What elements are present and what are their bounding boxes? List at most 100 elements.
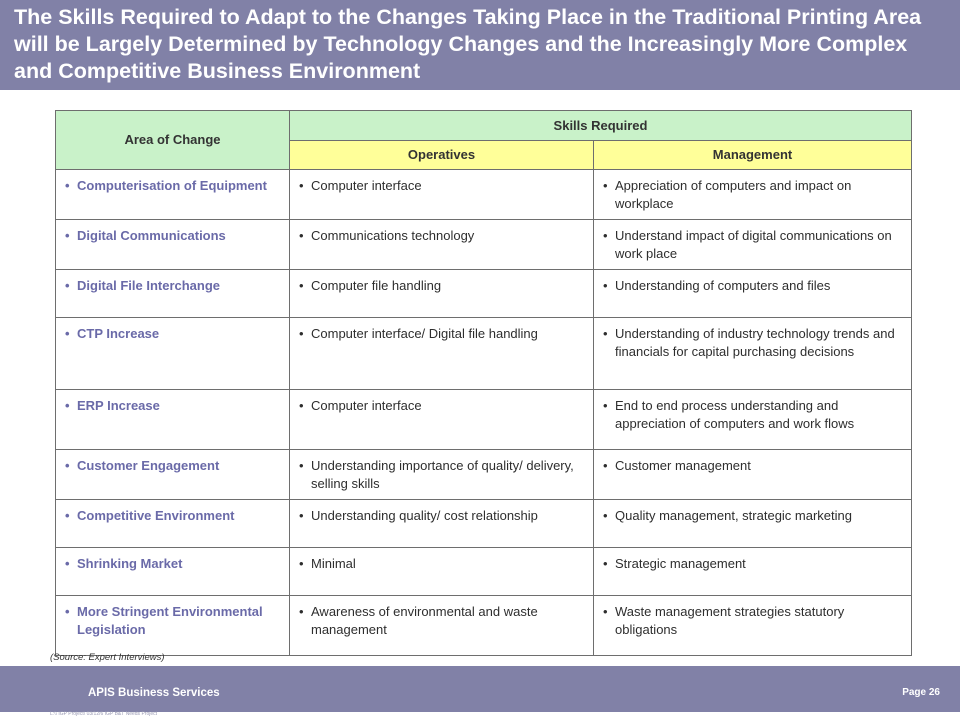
operatives-cell: • Understanding importance of quality/ de… xyxy=(289,449,594,500)
management-cell: • Appreciation of computers and impact on… xyxy=(592,169,913,220)
operatives-cell: • Communications technology xyxy=(289,219,594,270)
management-text: Appreciation of computers and impact on … xyxy=(615,178,852,211)
area-cell: • Digital Communications xyxy=(55,219,290,270)
area-text: Competitive Environment xyxy=(77,508,235,523)
table-row: • Computerisation of Equipment • Computer i… xyxy=(55,169,913,220)
operatives-text: Minimal xyxy=(311,556,356,571)
management-text: Understand impact of digital communicati… xyxy=(615,228,892,261)
bullet-icon: • xyxy=(603,556,608,571)
bullet-icon: • xyxy=(603,278,608,293)
area-cell: • ERP Increase xyxy=(55,389,290,450)
bullet-icon: • xyxy=(603,398,608,413)
area-text: More Stringent Environmental Legislation xyxy=(77,604,263,637)
operatives-cell: • Computer interface xyxy=(289,169,594,220)
footer-brand: APIS Business Services xyxy=(88,687,220,699)
management-cell: • Strategic management xyxy=(592,547,913,596)
area-cell: • Digital File Interchange xyxy=(55,269,290,318)
operatives-text: Understanding importance of quality/ del… xyxy=(311,458,574,491)
table-row: • Customer Engagement • Understanding impor… xyxy=(55,449,913,500)
table-row: • ERP Increase • Computer interface • End to … xyxy=(55,389,913,450)
management-text: Strategic management xyxy=(615,556,746,571)
bullet-icon: • xyxy=(603,458,608,473)
title-bar xyxy=(0,0,960,90)
operatives-text: Computer interface xyxy=(311,398,422,413)
bullet-icon: • xyxy=(65,604,70,619)
management-text: Understanding of industry technology tre… xyxy=(615,326,895,359)
bullet-icon: • xyxy=(299,326,304,341)
footer-bar xyxy=(0,666,960,712)
header-operatives: Operatives xyxy=(289,139,594,170)
operatives-cell: • Computer interface xyxy=(289,389,594,450)
area-cell: • More Stringent Environmental Legislatio… xyxy=(55,595,290,656)
area-cell: • Competitive Environment xyxy=(55,499,290,548)
bullet-icon: • xyxy=(603,326,608,341)
area-text: Digital File Interchange xyxy=(77,278,221,293)
management-cell: • Waste management strategies statutory o… xyxy=(592,595,913,656)
area-text: CTP Increase xyxy=(77,326,160,341)
area-text: Digital Communications xyxy=(77,228,226,243)
bullet-icon: • xyxy=(603,228,608,243)
bullet-icon: • xyxy=(603,508,608,523)
skills-table-container: Area of Change Skills Required Operative… xyxy=(55,110,913,656)
operatives-text: Understanding quality/ cost relationship xyxy=(311,508,538,523)
management-text: Waste management strategies statutory ob… xyxy=(615,604,845,637)
operatives-cell: • Awareness of environmental and waste ma… xyxy=(289,595,594,656)
bullet-icon: • xyxy=(65,278,70,293)
table-row: • Digital Communications • Communications t… xyxy=(55,219,913,270)
management-cell: • Understanding of industry technology tr… xyxy=(592,317,913,390)
table-body: • Computerisation of Equipment • Computer i… xyxy=(55,169,913,656)
area-cell: • Computerisation of Equipment xyxy=(55,169,290,220)
operatives-cell: • Minimal xyxy=(289,547,594,596)
area-cell: • Shrinking Market xyxy=(55,547,290,596)
management-cell: • End to end process understanding and ap… xyxy=(592,389,913,450)
operatives-text: Communications technology xyxy=(311,228,475,243)
table-row: • CTP Increase • Computer interface/ Digita… xyxy=(55,317,913,390)
area-cell: • Customer Engagement xyxy=(55,449,290,500)
management-cell: • Customer management xyxy=(592,449,913,500)
bullet-icon: • xyxy=(65,398,70,413)
management-cell: • Understand impact of digital communicat… xyxy=(592,219,913,270)
operatives-text: Awareness of environmental and waste man… xyxy=(311,604,538,637)
page-title: The Skills Required to Adapt to the Chan… xyxy=(14,5,922,83)
bullet-icon: • xyxy=(299,178,304,193)
bullet-icon: • xyxy=(299,508,304,523)
bullet-icon: • xyxy=(299,228,304,243)
management-cell: • Quality management, strategic marketing xyxy=(592,499,913,548)
bullet-icon: • xyxy=(299,556,304,571)
operatives-cell: • Computer interface/ Digital file handli… xyxy=(289,317,594,390)
bullet-icon: • xyxy=(299,278,304,293)
table-row: • Competitive Environment • Understanding q… xyxy=(55,499,913,548)
table-row: • Digital File Interchange • Computer file … xyxy=(55,269,913,318)
bullet-icon: • xyxy=(299,398,304,413)
operatives-text: Computer interface/ Digital file handlin… xyxy=(311,326,538,341)
area-text: Computerisation of Equipment xyxy=(77,178,267,193)
area-cell: • CTP Increase xyxy=(55,317,290,390)
management-text: Quality management, strategic marketing xyxy=(615,508,852,523)
bullet-icon: • xyxy=(603,178,608,193)
management-text: End to end process understanding and app… xyxy=(615,398,855,431)
management-cell: • Understanding of computers and files xyxy=(592,269,913,318)
table-row: • More Stringent Environmental Legislatio… xyxy=(55,595,913,656)
management-text: Understanding of computers and files xyxy=(615,278,831,293)
header-management: Management xyxy=(592,139,913,170)
area-text: ERP Increase xyxy=(77,398,160,413)
source-note: (Source: Expert Interviews) xyxy=(50,652,165,663)
table-row: • Shrinking Market • Minimal • Strategic mana… xyxy=(55,547,913,596)
area-text: Customer Engagement xyxy=(77,458,220,473)
bullet-icon: • xyxy=(65,556,70,571)
operatives-text: Computer interface xyxy=(311,178,422,193)
operatives-cell: • Understanding quality/ cost relationshi… xyxy=(289,499,594,548)
area-text: Shrinking Market xyxy=(77,556,183,571)
bullet-icon: • xyxy=(299,458,304,473)
bullet-icon: • xyxy=(65,508,70,523)
bullet-icon: • xyxy=(65,458,70,473)
bullet-icon: • xyxy=(65,228,70,243)
bullet-icon: • xyxy=(65,326,70,341)
management-text: Customer management xyxy=(615,458,751,473)
bullet-icon: • xyxy=(65,178,70,193)
header-area-of-change: Area of Change xyxy=(55,110,290,170)
bullet-icon: • xyxy=(603,604,608,619)
bullet-icon: • xyxy=(299,604,304,619)
operatives-text: Computer file handling xyxy=(311,278,442,293)
page-number: Page 26 xyxy=(902,687,940,698)
